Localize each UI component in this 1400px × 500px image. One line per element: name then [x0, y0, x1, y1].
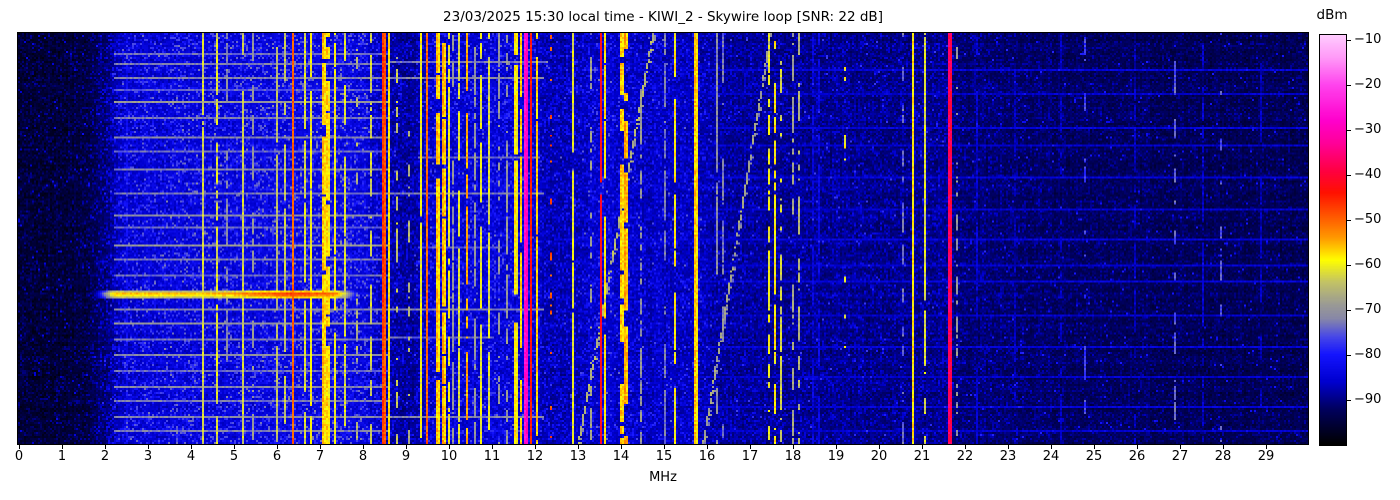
colorbar-tick-mark	[1347, 219, 1351, 221]
x-tick-mark	[1266, 445, 1267, 449]
x-tick-label: 22	[956, 449, 974, 464]
colorbar-tick-mark	[1347, 174, 1351, 176]
x-tick-mark	[363, 445, 364, 449]
spectrogram-canvas	[18, 33, 1308, 444]
x-tick-label: 12	[526, 449, 544, 464]
x-tick-label: 0	[14, 449, 24, 464]
chart-title: 23/03/2025 15:30 local time - KIWI_2 - S…	[443, 9, 883, 25]
x-tick-label: 17	[741, 449, 759, 464]
x-tick-label: 23	[999, 449, 1017, 464]
x-tick-label: 25	[1085, 449, 1103, 464]
x-tick-mark	[879, 445, 880, 449]
colorbar-tick-label: −50	[1354, 211, 1382, 227]
colorbar-tick-mark	[1347, 264, 1351, 266]
colorbar-tick-label: −90	[1354, 391, 1382, 407]
x-tick-label: 14	[612, 449, 630, 464]
x-tick-mark	[62, 445, 63, 449]
x-tick-label: 29	[1257, 449, 1275, 464]
colorbar-tick-label: −10	[1354, 31, 1382, 47]
x-tick-mark	[664, 445, 665, 449]
x-tick-mark	[578, 445, 579, 449]
colorbar-canvas	[1320, 35, 1346, 445]
x-tick-mark	[449, 445, 450, 449]
x-tick-mark	[277, 445, 278, 449]
x-tick-mark	[535, 445, 536, 449]
colorbar-tick-mark	[1347, 399, 1351, 401]
x-tick-mark	[105, 445, 106, 449]
colorbar-tick-label: −40	[1354, 166, 1382, 182]
x-tick-label: 7	[315, 449, 325, 464]
x-tick-mark	[234, 445, 235, 449]
x-tick-label: 19	[827, 449, 845, 464]
x-tick-label: 2	[100, 449, 110, 464]
x-tick-label: 20	[870, 449, 888, 464]
x-tick-label: 26	[1128, 449, 1146, 464]
x-tick-label: 3	[143, 449, 153, 464]
x-tick-label: 11	[483, 449, 501, 464]
x-tick-mark	[406, 445, 407, 449]
x-tick-label: 10	[440, 449, 458, 464]
x-tick-mark	[1094, 445, 1095, 449]
x-tick-mark	[707, 445, 708, 449]
x-tick-label: 1	[57, 449, 67, 464]
x-tick-label: 15	[655, 449, 673, 464]
x-axis-label: MHz	[649, 470, 677, 485]
colorbar-label: dBm	[1316, 7, 1348, 23]
x-tick-mark	[836, 445, 837, 449]
colorbar-tick-mark	[1347, 309, 1351, 311]
x-tick-label: 21	[913, 449, 931, 464]
x-tick-label: 27	[1171, 449, 1189, 464]
x-tick-mark	[148, 445, 149, 449]
x-tick-label: 18	[784, 449, 802, 464]
colorbar	[1319, 34, 1347, 446]
x-tick-label: 9	[401, 449, 411, 464]
colorbar-tick-label: −20	[1354, 76, 1382, 92]
colorbar-tick-mark	[1347, 129, 1351, 131]
x-tick-label: 16	[698, 449, 716, 464]
x-tick-mark	[922, 445, 923, 449]
colorbar-tick-label: −70	[1354, 301, 1382, 317]
x-tick-mark	[492, 445, 493, 449]
x-tick-mark	[19, 445, 20, 449]
colorbar-tick-label: −30	[1354, 121, 1382, 137]
x-tick-label: 24	[1042, 449, 1060, 464]
colorbar-tick-label: −80	[1354, 346, 1382, 362]
colorbar-tick-mark	[1347, 354, 1351, 356]
x-tick-label: 4	[186, 449, 196, 464]
x-tick-mark	[793, 445, 794, 449]
x-tick-mark	[1223, 445, 1224, 449]
colorbar-tick-label: −60	[1354, 256, 1382, 272]
x-tick-mark	[1008, 445, 1009, 449]
x-tick-mark	[1137, 445, 1138, 449]
x-tick-mark	[1180, 445, 1181, 449]
x-tick-mark	[320, 445, 321, 449]
x-tick-mark	[965, 445, 966, 449]
x-tick-label: 13	[569, 449, 587, 464]
x-tick-mark	[621, 445, 622, 449]
x-tick-mark	[191, 445, 192, 449]
x-tick-label: 6	[272, 449, 282, 464]
x-tick-label: 5	[229, 449, 239, 464]
plot-area	[17, 32, 1309, 445]
colorbar-tick-mark	[1347, 84, 1351, 86]
x-tick-label: 28	[1214, 449, 1232, 464]
x-tick-label: 8	[358, 449, 368, 464]
x-tick-mark	[1051, 445, 1052, 449]
x-tick-mark	[750, 445, 751, 449]
colorbar-tick-mark	[1347, 39, 1351, 41]
